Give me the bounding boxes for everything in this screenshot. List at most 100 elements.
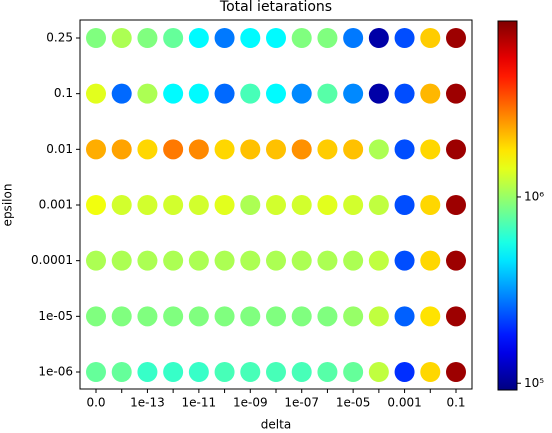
x-tick-label: 0.0 — [86, 396, 105, 410]
point — [343, 83, 364, 104]
point — [420, 306, 441, 327]
x-tick-label: 1e-09 — [233, 396, 268, 410]
point — [291, 195, 312, 215]
point — [291, 250, 312, 271]
point — [137, 83, 158, 104]
point — [266, 306, 286, 327]
point — [394, 83, 415, 104]
point — [137, 362, 158, 382]
point — [394, 306, 415, 327]
x-tick-label: 0.1 — [446, 396, 465, 410]
colorbar-tick-label: 10⁶ — [524, 189, 544, 203]
point — [214, 139, 235, 160]
point — [368, 306, 389, 327]
point — [317, 195, 338, 215]
point — [343, 139, 364, 160]
point — [214, 28, 235, 48]
point — [317, 362, 338, 382]
point — [446, 195, 466, 215]
point — [343, 362, 364, 382]
point — [266, 83, 286, 104]
point — [111, 195, 132, 215]
point — [317, 250, 338, 271]
y-axis-label: epsilon — [1, 184, 15, 227]
point — [317, 28, 338, 48]
point — [86, 362, 106, 382]
point — [266, 362, 286, 382]
point — [111, 362, 132, 382]
point — [446, 306, 466, 327]
point — [343, 28, 364, 48]
colorbar-tick-label: 10⁵ — [524, 376, 544, 390]
point — [368, 139, 389, 160]
point — [291, 362, 312, 382]
point — [163, 139, 184, 160]
point — [240, 250, 261, 271]
y-tick-label: 1e-05 — [38, 309, 73, 323]
point — [368, 83, 389, 104]
x-axis-label: delta — [261, 418, 291, 432]
point — [240, 83, 261, 104]
point — [214, 362, 235, 382]
point — [111, 83, 132, 104]
point — [86, 139, 106, 160]
point — [343, 306, 364, 327]
point — [266, 250, 286, 271]
point — [446, 28, 466, 48]
point — [240, 306, 261, 327]
x-tick-label: 1e-05 — [336, 396, 371, 410]
x-tick-label: 0.001 — [387, 396, 421, 410]
point — [214, 250, 235, 271]
point — [214, 195, 235, 215]
y-tick-label: 0.01 — [46, 142, 73, 156]
point — [188, 28, 209, 48]
point — [163, 306, 184, 327]
x-tick-label: 1e-07 — [284, 396, 319, 410]
point — [86, 28, 106, 48]
point — [111, 28, 132, 48]
point — [420, 362, 441, 382]
point — [214, 83, 235, 104]
point — [394, 362, 415, 382]
y-tick-label: 0.1 — [54, 86, 73, 100]
point — [111, 250, 132, 271]
point — [291, 83, 312, 104]
point — [111, 139, 132, 160]
chart-title: Total ietarations — [219, 0, 332, 15]
point — [317, 306, 338, 327]
point — [188, 83, 209, 104]
point — [420, 83, 441, 104]
point — [394, 139, 415, 160]
point — [420, 139, 441, 160]
point — [137, 139, 158, 160]
point — [266, 195, 286, 215]
point — [137, 250, 158, 271]
point — [188, 306, 209, 327]
point — [240, 139, 261, 160]
point — [137, 306, 158, 327]
point — [163, 250, 184, 271]
point — [111, 306, 132, 327]
point — [163, 83, 184, 104]
colorbar — [497, 20, 518, 391]
point — [163, 362, 184, 382]
point — [86, 83, 106, 104]
point — [368, 362, 389, 382]
point — [240, 28, 261, 48]
point — [446, 139, 466, 160]
point — [368, 250, 389, 271]
point — [137, 195, 158, 215]
point — [343, 250, 364, 271]
point — [343, 195, 364, 215]
point — [394, 250, 415, 271]
point — [163, 195, 184, 215]
point — [240, 195, 261, 215]
point — [188, 195, 209, 215]
y-tick-label: 0.0001 — [31, 253, 73, 267]
point — [420, 195, 441, 215]
x-tick-label: 1e-13 — [130, 396, 165, 410]
y-tick-label: 0.001 — [39, 198, 73, 212]
point — [394, 195, 415, 215]
point — [446, 83, 466, 104]
